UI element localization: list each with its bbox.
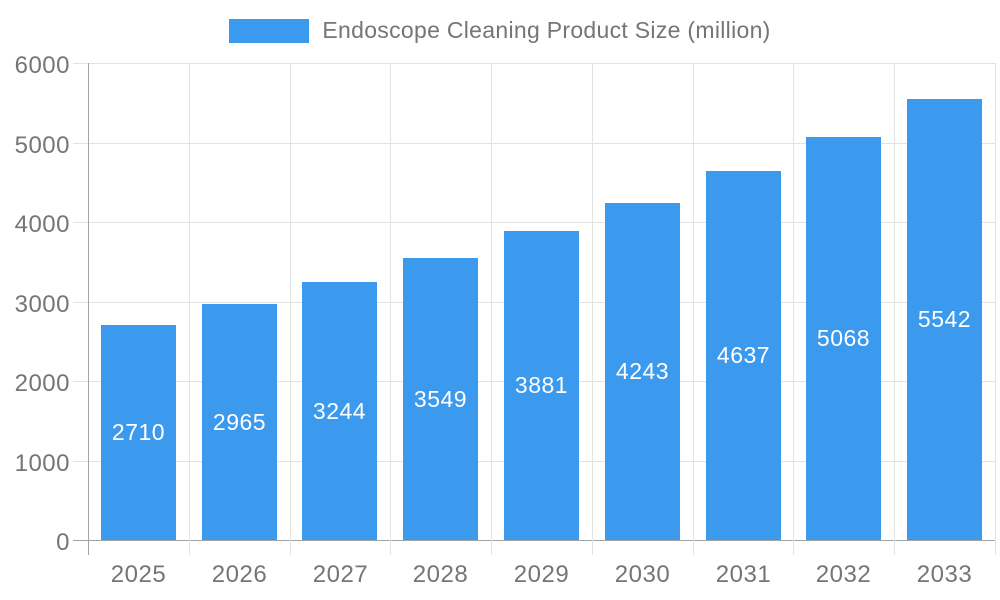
y-gridline [73, 143, 995, 144]
x-gridline [189, 63, 190, 555]
bar-value-label: 3881 [514, 372, 569, 398]
bar[interactable]: 4637 [706, 171, 781, 540]
x-tick-label: 2027 [312, 561, 369, 588]
y-gridline [73, 222, 995, 223]
x-gridline [995, 63, 996, 555]
legend-label: Endoscope Cleaning Product Size (million… [322, 17, 771, 43]
legend-swatch [229, 18, 310, 43]
x-tick-label: 2031 [715, 561, 772, 588]
x-gridline [693, 63, 694, 555]
legend[interactable]: Endoscope Cleaning Product Size (million… [0, 17, 1000, 44]
bar-value-label: 2965 [212, 408, 267, 435]
y-tick-label: 2000 [14, 370, 70, 397]
bar-value-label: 3244 [312, 397, 367, 424]
x-tick-label: 2026 [211, 561, 268, 588]
x-tick-label: 2025 [110, 561, 167, 588]
bar[interactable]: 2965 [202, 304, 277, 540]
y-gridline [73, 63, 995, 64]
bar[interactable]: 4243 [605, 203, 680, 540]
x-gridline [793, 63, 794, 555]
y-tick-label: 6000 [14, 52, 70, 79]
bar-value-label: 2710 [111, 419, 166, 445]
bar[interactable]: 3244 [302, 282, 377, 540]
x-tick-label: 2028 [412, 561, 469, 588]
x-gridline [491, 63, 492, 555]
bar-value-label: 5542 [917, 306, 972, 332]
bar-value-label: 3549 [413, 385, 468, 412]
y-tick-label: 1000 [14, 450, 70, 477]
x-tick-label: 2032 [815, 561, 872, 588]
x-tick-label: 2030 [614, 561, 671, 588]
bar[interactable]: 5068 [806, 137, 881, 540]
y-axis-line [88, 63, 89, 555]
x-gridline [592, 63, 593, 555]
y-tick-label: 0 [56, 529, 70, 556]
x-tick-label: 2029 [513, 561, 570, 588]
y-tick-label: 4000 [14, 211, 70, 238]
y-tick-label: 5000 [14, 132, 70, 159]
bar[interactable]: 3881 [504, 231, 579, 540]
bar-value-label: 4637 [716, 342, 771, 368]
x-gridline [390, 63, 391, 555]
x-gridline [290, 63, 291, 555]
bar[interactable]: 2710 [101, 325, 176, 540]
x-axis-line [73, 540, 995, 541]
bar-value-label: 4243 [615, 358, 670, 384]
x-tick-label: 2033 [916, 561, 973, 588]
x-gridline [894, 63, 895, 555]
y-tick-label: 3000 [14, 291, 70, 318]
bar-value-label: 5068 [816, 325, 871, 351]
bar[interactable]: 5542 [907, 99, 982, 540]
bar[interactable]: 3549 [403, 258, 478, 540]
